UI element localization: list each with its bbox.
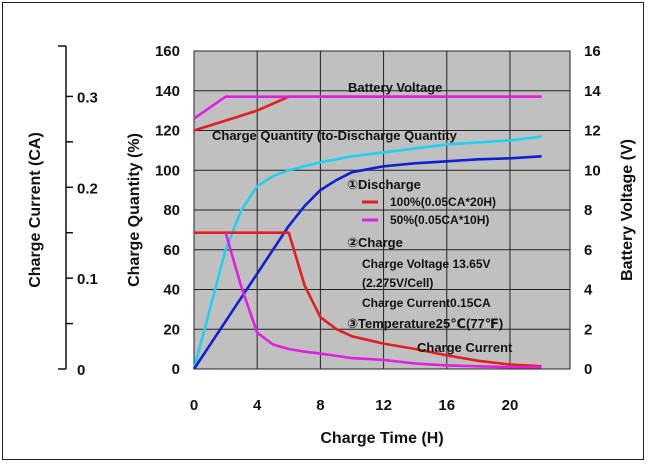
y-quantity-tick-label: 120: [155, 123, 180, 140]
y-voltage-tick-label: 4: [584, 282, 593, 299]
annotation-charge-current-value: Charge Current0.15CA: [362, 296, 491, 310]
annotations: Battery Voltage Charge Quantity (to-Disch…: [212, 80, 513, 355]
axes-layer: [58, 45, 73, 370]
annotation-per-cell: (2.275V/Cell): [362, 276, 433, 290]
y-voltage-axis-label: Battery Voltage (V): [619, 139, 636, 281]
y-voltage-tick-label: 16: [584, 43, 601, 60]
y-voltage-tick-label: 14: [584, 83, 601, 100]
y-current-tick-label: 0.3: [77, 89, 98, 106]
y-voltage-tick-label: 8: [584, 202, 592, 219]
x-tick-label: 16: [438, 397, 455, 414]
y-voltage-tick-label: 2: [584, 321, 592, 338]
y-current-tick-label: 0.2: [77, 180, 98, 197]
legend-label: 50%(0.05CA*10H): [390, 213, 489, 227]
tick-labels: 0 4 8 12 16 200204060801001201401600246810121…: [27, 43, 636, 447]
series-line-current-100: [194, 231, 542, 368]
y-current-tick-label: 0: [77, 362, 85, 379]
x-axis-label: Charge Time (H): [320, 430, 443, 447]
x-tick-label: 4: [253, 397, 262, 414]
annotation-charge-quantity: Charge Quantity (to-Discharge Quantity: [212, 128, 458, 143]
y-voltage-tick-label: 12: [584, 123, 601, 140]
series-layer: [192, 95, 542, 370]
x-tick-label: 0: [190, 397, 198, 414]
y-current-tick-label: 0.1: [77, 271, 98, 288]
x-tick-label: 12: [375, 397, 392, 414]
y-quantity-tick-label: 140: [155, 83, 180, 100]
annotation-charge-voltage: Charge Voltage 13.65V: [362, 257, 491, 271]
annotation-temperature: ③Temperature25℃(77℉): [347, 316, 503, 331]
y-quantity-tick-label: 100: [155, 162, 180, 179]
y-quantity-tick-label: 40: [163, 282, 180, 299]
annotation-charge-current: Charge Current: [417, 340, 513, 355]
series-line-voltage-50: [193, 95, 542, 120]
x-tick-label: 20: [502, 397, 519, 414]
y-voltage-tick-label: 6: [584, 242, 592, 259]
y-voltage-tick-label: 0: [584, 361, 592, 378]
y-quantity-tick-label: 80: [163, 202, 180, 219]
y-quantity-axis-label: Charge Quantity (%): [126, 133, 143, 287]
series-line-quantity-50: [192, 135, 542, 370]
legend-label: 100%(0.05CA*20H): [390, 195, 496, 209]
y-quantity-tick-label: 160: [155, 43, 180, 60]
x-tick-label: 8: [316, 397, 324, 414]
series-line-quantity-100: [192, 155, 542, 370]
legend-discharge-title: ①Discharge: [347, 177, 421, 192]
y-quantity-tick-label: 20: [163, 321, 180, 338]
series-line-current-50: [224, 232, 542, 369]
y-voltage-tick-label: 10: [584, 162, 601, 179]
annotation-battery-voltage: Battery Voltage: [348, 80, 442, 95]
annotation-charge-title: ②Charge: [347, 235, 403, 250]
y-quantity-tick-label: 0: [172, 361, 180, 378]
y-current-axis-label: Charge Current (CA): [27, 132, 44, 288]
y-quantity-tick-label: 60: [163, 242, 180, 259]
